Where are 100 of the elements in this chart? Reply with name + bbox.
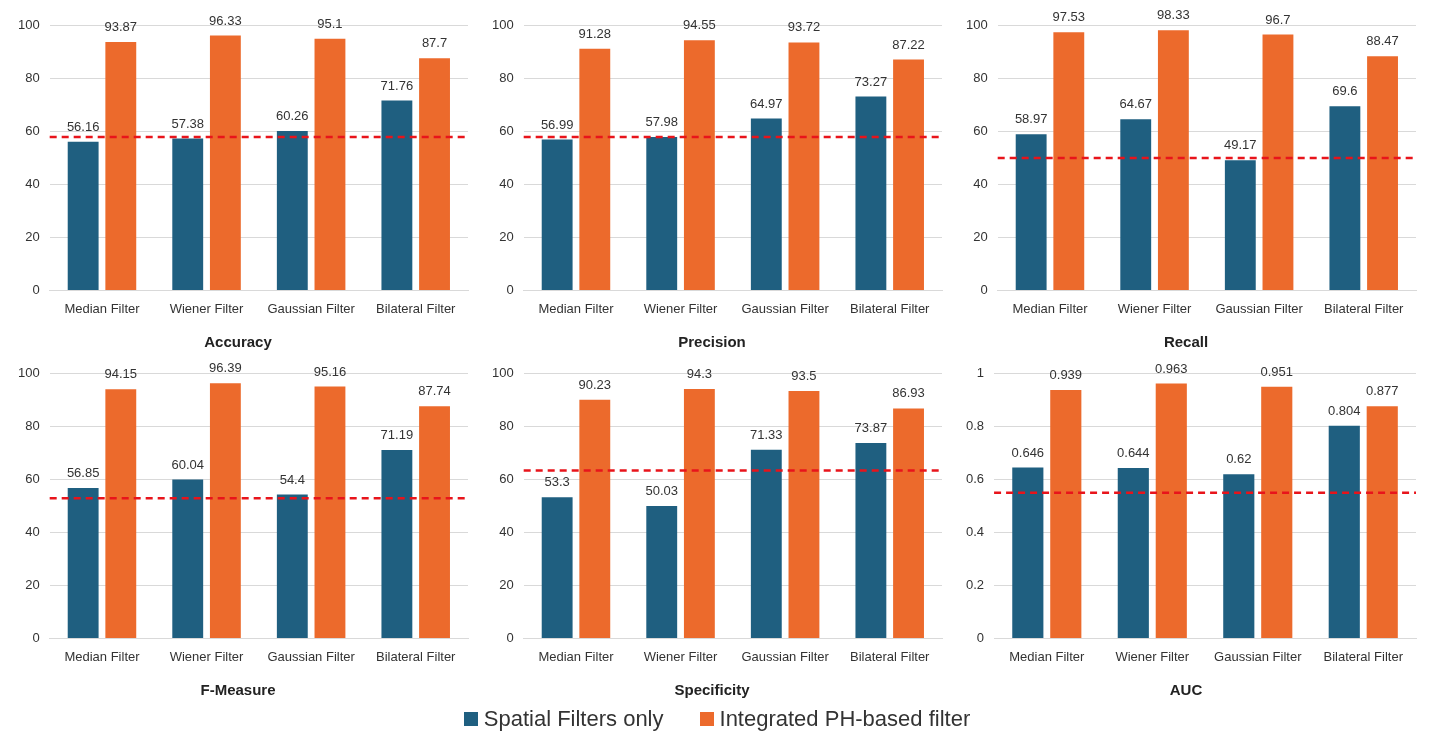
bar — [893, 59, 924, 290]
bar — [419, 406, 450, 638]
x-tick-label: Wiener Filter — [643, 648, 719, 664]
x-tick-label: Bilateral Filter — [849, 648, 931, 664]
y-tick-label: 0 — [506, 629, 514, 645]
bar — [67, 141, 99, 290]
data-label: 56.16 — [66, 118, 100, 134]
bar — [105, 42, 137, 290]
y-tick-label: 20 — [25, 229, 40, 245]
data-label: 95.1 — [317, 15, 343, 31]
bar — [1261, 386, 1293, 638]
bar — [381, 450, 413, 638]
y-tick-label: 100 — [17, 17, 40, 33]
data-label: 0.644 — [1117, 445, 1150, 461]
bar — [788, 42, 820, 290]
y-tick-label: 20 — [973, 229, 988, 245]
data-label: 94.3 — [686, 365, 713, 381]
y-tick-label: 0 — [32, 281, 40, 297]
data-label: 93.72 — [787, 19, 821, 35]
bar — [314, 386, 346, 638]
bar — [172, 138, 204, 290]
bar — [1329, 106, 1361, 290]
x-tick-label: Gaussian Filter — [267, 648, 356, 664]
y-tick-label: 60 — [973, 123, 988, 139]
data-label: 91.28 — [578, 25, 612, 41]
text: AUC — [1169, 681, 1203, 699]
data-label: 64.67 — [1119, 96, 1153, 112]
y-tick-label: 60 — [499, 123, 514, 139]
y-tick-label: 40 — [973, 176, 988, 192]
bar — [209, 35, 241, 290]
y-tick-label: 0.6 — [965, 471, 985, 487]
legend-label: Integrated PH-based filter — [719, 706, 971, 732]
data-label: 98.33 — [1157, 7, 1190, 23]
x-tick-label: Bilateral Filter — [375, 648, 457, 664]
data-label: 56.85 — [66, 465, 100, 481]
x-tick-label: Gaussian Filter — [267, 300, 356, 316]
x-tick-label: Median Filter — [538, 648, 615, 664]
y-tick-label: 100 — [491, 365, 514, 381]
y-tick-label: 80 — [973, 70, 988, 86]
x-tick-label: Median Filter — [64, 648, 141, 664]
data-label: 58.97 — [1014, 111, 1048, 127]
y-tick-label: 60 — [25, 123, 40, 139]
x-tick-label: Bilateral Filter — [1323, 300, 1405, 316]
bar — [381, 100, 413, 290]
bar — [1366, 406, 1398, 638]
data-label: 71.19 — [380, 427, 414, 443]
x-tick-label: Wiener Filter — [169, 300, 245, 316]
x-tick-label: Gaussian Filter — [1214, 648, 1303, 664]
data-label: 60.26 — [276, 108, 309, 124]
bar — [1053, 32, 1085, 290]
bar — [855, 96, 887, 290]
bar — [750, 118, 782, 290]
y-tick-label: 100 — [17, 365, 40, 381]
data-label: 0.939 — [1049, 367, 1083, 383]
bar — [1367, 56, 1398, 290]
bar — [1015, 134, 1047, 290]
data-label: 60.04 — [171, 456, 205, 472]
text: Recall — [1163, 333, 1209, 351]
legend-label: Spatial Filters only — [483, 706, 664, 732]
data-label: 57.98 — [645, 114, 679, 130]
data-label: 93.87 — [104, 19, 138, 35]
x-tick-label: Gaussian Filter — [741, 300, 830, 316]
data-label: 50.03 — [645, 483, 679, 499]
data-label: 56.99 — [540, 116, 574, 132]
data-label: 94.15 — [104, 366, 138, 382]
data-label: 73.87 — [854, 420, 888, 436]
y-tick-label: 0.8 — [965, 418, 985, 434]
bar — [646, 136, 678, 290]
bar — [1262, 34, 1294, 290]
y-tick-label: 40 — [499, 524, 514, 540]
bar — [683, 388, 715, 638]
y-tick-label: 0.4 — [965, 524, 985, 540]
data-label: 54.4 — [279, 471, 305, 487]
data-label: 86.93 — [892, 385, 925, 401]
y-tick-label: 20 — [25, 577, 40, 593]
bar — [314, 38, 346, 290]
bar — [579, 399, 611, 638]
y-tick-label: 80 — [25, 418, 40, 434]
bar — [1012, 467, 1044, 638]
x-tick-label: Gaussian Filter — [741, 648, 830, 664]
bar — [855, 442, 887, 638]
y-tick-label: 40 — [25, 524, 40, 540]
y-tick-label: 60 — [499, 471, 514, 487]
bar — [419, 58, 450, 290]
y-tick-label: 20 — [499, 229, 514, 245]
data-label: 0.804 — [1328, 402, 1361, 418]
x-tick-label: Wiener Filter — [1117, 300, 1193, 316]
bar — [1328, 425, 1360, 638]
x-tick-label: Gaussian Filter — [1215, 300, 1304, 316]
data-label: 71.33 — [750, 426, 783, 442]
bar — [541, 497, 573, 638]
data-label: 95.16 — [313, 363, 347, 379]
bar — [105, 389, 137, 638]
x-tick-label: Median Filter — [1009, 648, 1086, 664]
text: Accuracy — [204, 333, 273, 351]
bar — [1050, 389, 1082, 638]
x-tick-label: Wiener Filter — [1115, 648, 1190, 664]
bar — [893, 408, 924, 638]
data-label: 71.76 — [380, 77, 414, 93]
y-tick-label: 0 — [976, 629, 985, 645]
